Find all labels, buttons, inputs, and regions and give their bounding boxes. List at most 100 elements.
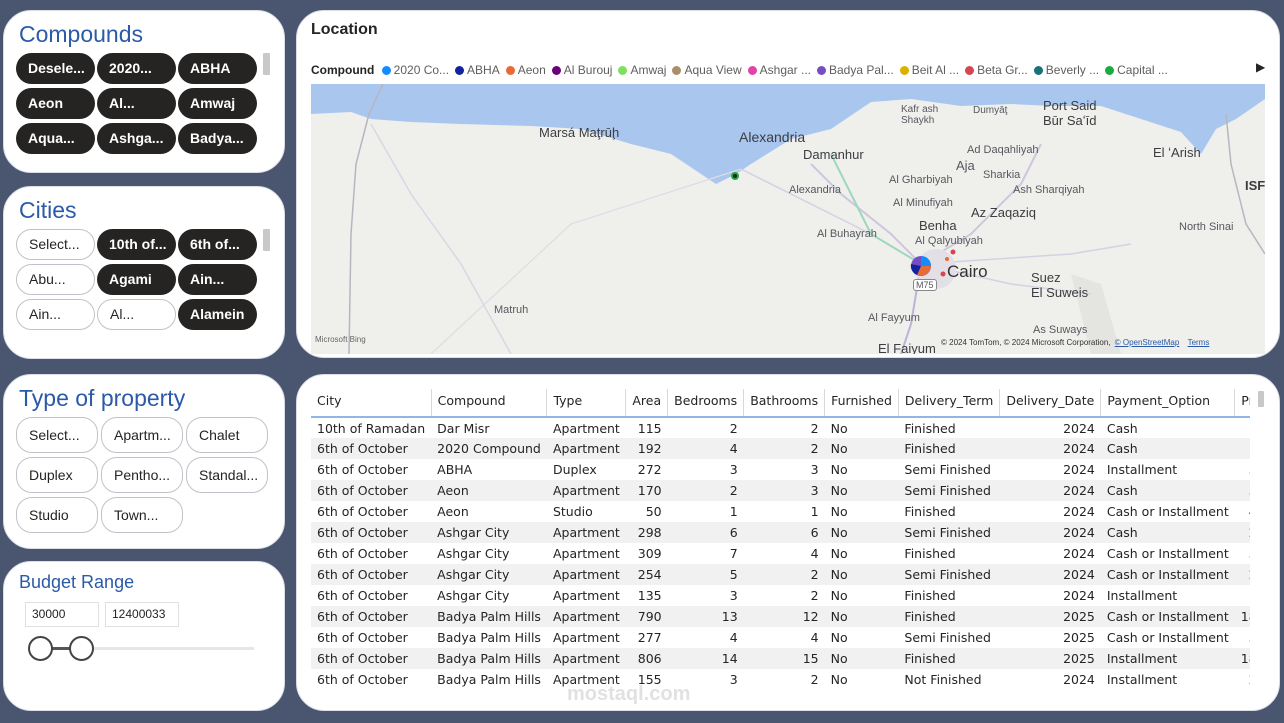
table-cell: Semi Finished: [904, 630, 991, 645]
legend-item[interactable]: Amwaj: [618, 63, 666, 77]
city-chip[interactable]: 10th of...: [97, 229, 176, 260]
legend-item[interactable]: Ashgar ...: [747, 63, 811, 77]
legend-item[interactable]: Al Burouj: [551, 63, 612, 77]
table-cell: 3350000: [1235, 459, 1250, 480]
column-header[interactable]: Compound: [431, 389, 548, 417]
table-row[interactable]: 6th of October Ashgar City Apartment 298 6 6 N…: [311, 522, 1250, 543]
table-row[interactable]: 6th of October ABHA Duplex 272 3 3 No Semi Fini…: [311, 459, 1250, 480]
budget-slider-min-handle[interactable]: [28, 636, 53, 661]
watermark: mostaql.com: [567, 683, 691, 705]
legend-item[interactable]: Aeon: [505, 63, 546, 77]
compound-chip[interactable]: Al...: [97, 88, 176, 119]
table-row[interactable]: 6th of October Badya Palm Hills Apartment 1…: [311, 669, 1250, 690]
city-chip[interactable]: Select...: [16, 229, 95, 260]
property-type-chip[interactable]: Pentho...: [101, 457, 183, 493]
column-header[interactable]: Delivery_Date: [999, 389, 1102, 417]
table-cell: Aeon: [437, 483, 469, 498]
cities-scrollbar[interactable]: [263, 229, 270, 251]
compounds-slicer: Compounds Desele... 2020... ABHA Aeon Al... A…: [3, 10, 285, 173]
compound-chip[interactable]: Aqua...: [16, 123, 95, 154]
city-chip[interactable]: 6th of...: [178, 229, 257, 260]
budget-max-input[interactable]: 12400033: [105, 602, 179, 627]
compound-chip[interactable]: ABHA: [178, 53, 257, 84]
legend-item[interactable]: Beta Gr...: [965, 63, 1028, 77]
table-row[interactable]: 6th of October Badya Palm Hills Apartment 2…: [311, 627, 1250, 648]
property-type-chip[interactable]: Studio: [16, 497, 98, 533]
compound-chip[interactable]: Badya...: [178, 123, 257, 154]
table-cell: 2750000: [1235, 522, 1250, 543]
column-header[interactable]: Type: [546, 389, 627, 417]
table-cell: 2020 Compound: [437, 441, 541, 456]
column-header[interactable]: Bedrooms: [667, 389, 745, 417]
legend-item[interactable]: Beverly ...: [1033, 63, 1099, 77]
table-row[interactable]: 6th of October Aeon Apartment 170 2 3 No Semi F…: [311, 480, 1250, 501]
column-header[interactable]: Area: [625, 389, 669, 417]
table-cell: Finished: [904, 504, 956, 519]
compound-chip[interactable]: Aeon: [16, 88, 95, 119]
compound-chip[interactable]: Ashga...: [97, 123, 176, 154]
city-chip[interactable]: Ain...: [16, 299, 95, 330]
table-cell: 1: [729, 504, 738, 519]
legend-item[interactable]: Capital ...: [1105, 63, 1168, 77]
city-chip[interactable]: Abu...: [16, 264, 95, 295]
column-header[interactable]: Delivery_Term: [898, 389, 1001, 417]
compound-chip[interactable]: Desele...: [16, 53, 95, 84]
table-cell: Cash or Installment: [1106, 609, 1229, 624]
property-type-chip[interactable]: Chalet: [186, 417, 268, 453]
property-type-chip[interactable]: Select...: [16, 417, 98, 453]
legend-item[interactable]: Aqua View: [672, 63, 742, 77]
table-cell: 2024: [1063, 525, 1095, 540]
budget-slider-max-handle[interactable]: [69, 636, 94, 661]
city-chip[interactable]: Al...: [97, 299, 176, 330]
table-cell: 2: [810, 441, 819, 456]
table-row[interactable]: 6th of October 2020 Compound Apartment 192 4…: [311, 438, 1250, 459]
column-header[interactable]: City: [311, 389, 432, 417]
table-cell: 115: [637, 420, 662, 436]
osm-link[interactable]: © OpenStreetMap: [1114, 338, 1180, 347]
column-header[interactable]: Price: [1234, 389, 1250, 417]
table-row[interactable]: 10th of Ramadan Dar Misr Apartment 115 2 2 No F…: [311, 417, 1250, 438]
legend-item[interactable]: ABHA: [455, 63, 500, 77]
table-scrollbar[interactable]: [1258, 391, 1264, 407]
budget-min-input[interactable]: 30000: [25, 602, 99, 627]
table-cell: 10th of Ramadan: [317, 420, 426, 436]
table-row[interactable]: 6th of October Ashgar City Apartment 135 3 2 N…: [311, 585, 1250, 606]
table-row[interactable]: 6th of October Ashgar City Apartment 254 5 2 N…: [311, 564, 1250, 585]
table-cell: No: [830, 525, 848, 540]
property-type-chip[interactable]: Town...: [101, 497, 183, 533]
city-chip[interactable]: Alamein: [178, 299, 257, 330]
city-chip[interactable]: Agami: [97, 264, 176, 295]
compound-chip[interactable]: Amwaj: [178, 88, 257, 119]
legend-item-label: Capital ...: [1117, 63, 1168, 77]
legend-item[interactable]: Beit Al ...: [899, 63, 959, 77]
compound-chip[interactable]: 2020...: [97, 53, 176, 84]
column-header[interactable]: Furnished: [824, 389, 899, 417]
compounds-scrollbar[interactable]: [263, 53, 270, 75]
budget-title: Budget Range: [19, 572, 135, 592]
legend-item[interactable]: 2020 Co...: [381, 63, 449, 77]
table-row[interactable]: 6th of October Ashgar City Apartment 309 7 4 N…: [311, 543, 1250, 564]
terms-link[interactable]: Terms: [1187, 338, 1210, 347]
table-cell: 2: [729, 420, 738, 436]
cairo-pie-marker[interactable]: [910, 256, 931, 276]
legend-item[interactable]: Badya Pal...: [817, 63, 894, 77]
table-row[interactable]: 6th of October Badya Palm Hills Apartment 8…: [311, 648, 1250, 669]
property-type-chip[interactable]: Standal...: [186, 457, 268, 493]
table-cell: Badya Palm Hills: [437, 630, 541, 645]
table-cell: 3: [729, 672, 738, 687]
column-header[interactable]: Bathrooms: [743, 389, 826, 417]
property-type-chip[interactable]: Duplex: [16, 457, 98, 493]
column-header[interactable]: Payment_Option: [1100, 389, 1236, 417]
table-row[interactable]: 6th of October Badya Palm Hills Apartment 7…: [311, 606, 1250, 627]
table-cell: 5198850: [1235, 627, 1250, 648]
table-row[interactable]: 6th of October Aeon Studio 50 1 1 No Finished 20…: [311, 501, 1250, 522]
table-cell: No: [830, 462, 848, 477]
table-cell: Apartment: [552, 651, 620, 666]
property-type-chip[interactable]: Apartm...: [101, 417, 183, 453]
map-label-fayyum: Al Fayyum: [868, 312, 920, 324]
map-canvas[interactable]: Marsá Maţrūḩ Alexandria Damanhur Alexand…: [311, 84, 1265, 354]
table-cell: Badya Palm Hills: [437, 651, 541, 666]
city-chip[interactable]: Ain...: [178, 264, 257, 295]
legend-next-arrow-icon[interactable]: ▶: [1256, 60, 1266, 74]
table-cell: Not Finished: [904, 672, 982, 687]
